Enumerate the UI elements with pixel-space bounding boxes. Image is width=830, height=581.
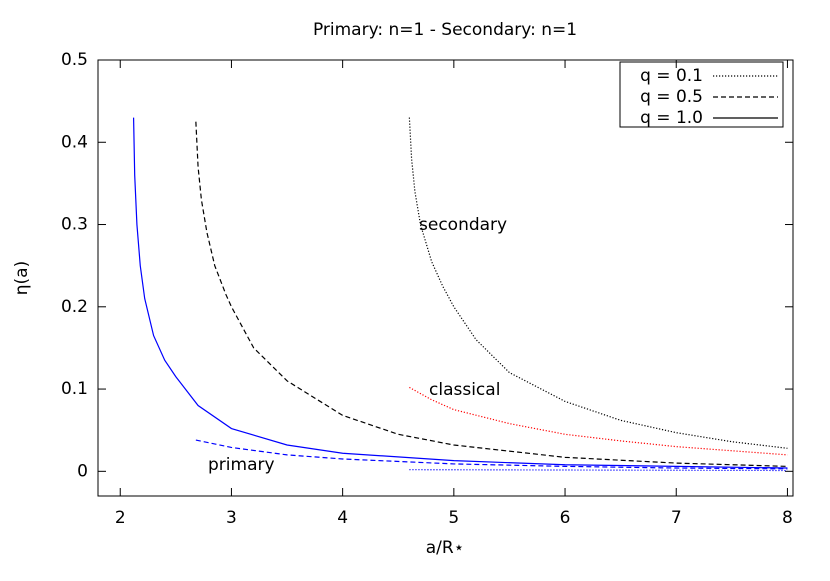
- x-tick-label: 7: [671, 508, 682, 528]
- x-tick-label: 6: [560, 508, 571, 528]
- chart-title: Primary: n=1 - Secondary: n=1: [313, 20, 577, 40]
- series-line: [195, 121, 788, 467]
- x-tick-label: 4: [337, 508, 348, 528]
- legend-box: [619, 61, 784, 128]
- y-tick-label: 0.3: [61, 215, 88, 235]
- series-line: [409, 469, 788, 472]
- x-tick-label: 5: [448, 508, 459, 528]
- series-line: [132, 117, 788, 469]
- series-line: [408, 117, 788, 449]
- annotation: secondary: [419, 215, 507, 235]
- x-tick-label: 2: [115, 508, 126, 528]
- y-tick-label: 0.5: [61, 50, 88, 70]
- series-line: [409, 386, 788, 456]
- y-tick-label: 0.4: [61, 132, 88, 152]
- y-axis-label: η(a): [12, 261, 32, 295]
- annotation: primary: [208, 455, 275, 475]
- plot-frame: [97, 59, 794, 497]
- x-tick-label: 3: [226, 508, 237, 528]
- y-tick-label: 0.1: [61, 379, 88, 399]
- x-axis-label: a/R⋆: [426, 538, 465, 558]
- legend-label: q = 1.0: [640, 108, 703, 128]
- series-line: [195, 439, 788, 470]
- x-tick-label: 8: [782, 508, 793, 528]
- y-tick-label: 0.2: [61, 297, 88, 317]
- legend-label: q = 0.5: [640, 87, 703, 107]
- annotation: classical: [429, 380, 500, 400]
- y-tick-label: 0: [77, 461, 88, 481]
- legend-label: q = 0.1: [640, 66, 703, 86]
